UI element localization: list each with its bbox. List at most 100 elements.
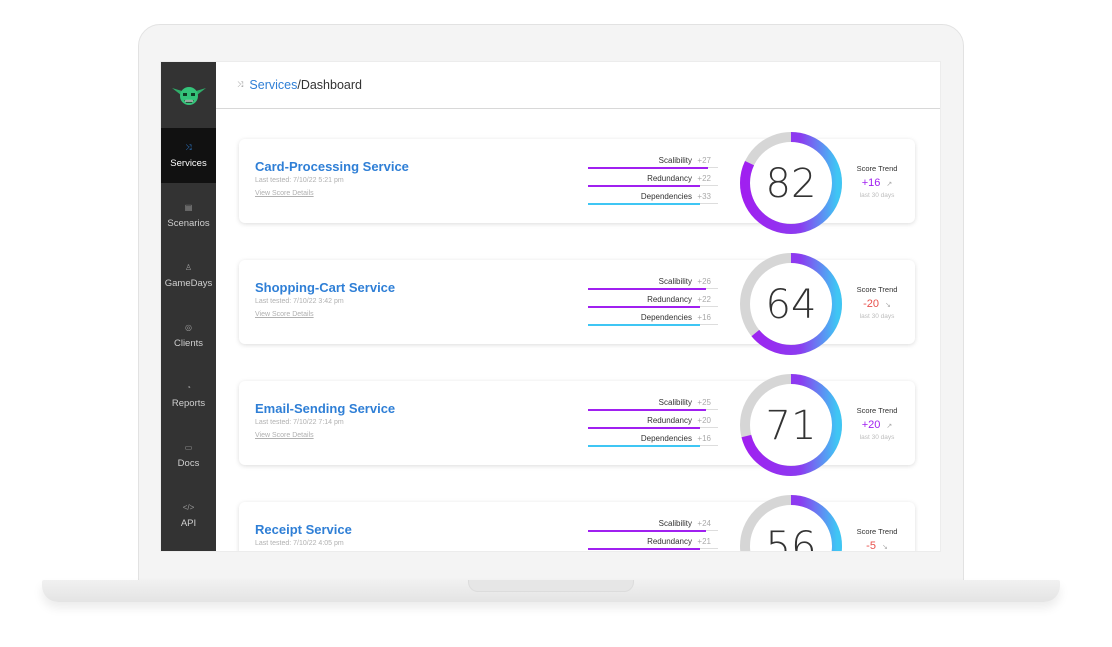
last-tested-text: Last tested: 7/10/22 3:42 pm [255, 298, 344, 305]
metric-row: Dependencies +16 [588, 313, 718, 329]
metric-delta: +24 [697, 519, 711, 528]
score-trend: Score Trend +16 ↗ last 30 days [839, 164, 915, 199]
score-trend-value: -5 [866, 540, 876, 551]
gauge-center [751, 264, 831, 344]
sidebar-item-docs[interactable]: ▭ Docs [161, 428, 216, 483]
metric-bar [588, 288, 706, 290]
last-tested-text: Last tested: 7/10/22 4:05 pm [255, 540, 344, 547]
score-trend-period: last 30 days [859, 434, 895, 441]
breadcrumb-services-link[interactable]: Services [249, 78, 298, 92]
sidebar-item-label: GameDays [164, 278, 213, 289]
score-gauge: 82 [737, 129, 845, 237]
metric-delta: +16 [697, 434, 711, 443]
sidebar-item-gamedays[interactable]: ♙ GameDays [161, 248, 216, 303]
service-name-link[interactable]: Card-Processing Service [255, 159, 409, 174]
score-gauge-ring: 64 [740, 253, 842, 355]
gauge-arc [740, 495, 842, 551]
service-card: Shopping-Cart Service Last tested: 7/10/2… [239, 253, 915, 355]
view-score-details-link[interactable]: View Score Details [255, 190, 314, 197]
gauge-arc [740, 374, 842, 476]
metric-bar [588, 427, 700, 429]
metric-bar [588, 203, 700, 205]
gauge-center [751, 143, 831, 223]
metric-label: Redundancy [647, 416, 692, 425]
sidebar-item-reports[interactable]: ◔ Reports [161, 368, 216, 423]
metric-row: Redundancy +21 [588, 537, 718, 551]
sidebar-item-services[interactable]: ⤨ Services [161, 128, 216, 183]
metric-bar [588, 185, 700, 187]
score-value: 82 [766, 161, 817, 207]
metric-row: Scalibility +26 [588, 277, 718, 293]
score-trend-title: Score Trend [856, 285, 898, 294]
sidebar-item-api[interactable]: </> API [161, 488, 216, 543]
metric-delta: +16 [697, 313, 711, 322]
metric-row: Redundancy +20 [588, 416, 718, 432]
trend-arrow-icon: ↘ [885, 302, 891, 309]
score-trend: Score Trend +20 ↗ last 30 days [839, 406, 915, 441]
metric-delta: +20 [697, 416, 711, 425]
app-screen: ⤨ Services ▤ Scenarios ♙ GameDays ◎ Clients ◔ Rep… [161, 62, 940, 551]
score-gauge-ring: 71 [740, 374, 842, 476]
metric-delta: +25 [697, 398, 711, 407]
last-tested-text: Last tested: 7/10/22 5:21 pm [255, 177, 344, 184]
trend-arrow-icon: ↗ [886, 423, 893, 430]
service-name-link[interactable]: Receipt Service [255, 522, 352, 537]
metric-label: Scalibility [658, 156, 692, 165]
service-name-link[interactable]: Email-Sending Service [255, 401, 396, 416]
services-icon: ⤨ [185, 143, 192, 152]
metric-delta: +26 [697, 277, 711, 286]
metric-bar [588, 324, 700, 326]
score-trend-title: Score Trend [856, 164, 898, 173]
score-trend-period: last 30 days [859, 313, 895, 320]
top-header: ⤨ Services / Dashboard [216, 62, 940, 109]
score-value: 56 [766, 524, 817, 551]
breadcrumb-separator: / [297, 78, 301, 92]
metric-row: Redundancy +22 [588, 295, 718, 311]
metric-label: Dependencies [640, 434, 692, 443]
metric-row: Dependencies +16 [588, 434, 718, 450]
score-trend-title: Score Trend [856, 406, 898, 415]
gauge-center [751, 506, 831, 551]
score-trend: Score Trend -20 ↘ last 30 days [839, 285, 915, 320]
metric-row: Scalibility +24 [588, 519, 718, 535]
docs-icon: ▭ [184, 443, 193, 452]
last-tested-text: Last tested: 7/10/22 7:14 pm [255, 419, 344, 426]
gamedays-icon: ♙ [184, 263, 193, 272]
metric-row: Dependencies +33 [588, 192, 718, 208]
trend-arrow-icon: ↘ [881, 544, 888, 551]
metric-row: Scalibility +25 [588, 398, 718, 414]
service-name-link[interactable]: Shopping-Cart Service [255, 280, 396, 295]
metric-row: Redundancy +22 [588, 174, 718, 190]
score-value: 71 [766, 403, 817, 449]
gauge-arc [740, 253, 842, 355]
gremlin-logo-icon [171, 87, 206, 105]
metric-label: Scalibility [658, 519, 692, 528]
metric-bar [588, 306, 700, 308]
metric-label: Redundancy [647, 295, 692, 304]
score-gauge: 71 [737, 371, 845, 479]
sidebar-item-label: Reports [171, 398, 206, 409]
metric-delta: +27 [697, 156, 711, 165]
score-trend-value: +20 [861, 419, 881, 431]
trend-arrow-icon: ↗ [886, 181, 893, 188]
metric-delta: +22 [697, 295, 711, 304]
scenarios-icon: ▤ [184, 203, 193, 212]
metric-bar [588, 530, 706, 532]
sidebar-item-scenarios[interactable]: ▤ Scenarios [161, 188, 216, 243]
service-card: Email-Sending Service Last tested: 7/10/2… [239, 374, 915, 476]
score-trend-period: last 30 days [859, 192, 895, 199]
sidebar-item-label: Services [170, 158, 207, 169]
view-score-details-link[interactable]: View Score Details [255, 432, 314, 439]
sidebar-item-label: API [180, 518, 197, 529]
score-value: 64 [766, 282, 817, 328]
sidebar-item-label: Clients [173, 338, 204, 349]
gauge-arc [740, 132, 842, 234]
logo[interactable] [161, 62, 216, 128]
gauge-center [751, 385, 831, 465]
metric-delta: +22 [697, 174, 711, 183]
sidebar: ⤨ Services ▤ Scenarios ♙ GameDays ◎ Clients ◔ Rep… [161, 62, 216, 551]
sidebar-item-clients[interactable]: ◎ Clients [161, 308, 216, 363]
api-icon: </> [182, 503, 195, 512]
metric-label: Dependencies [640, 313, 692, 322]
view-score-details-link[interactable]: View Score Details [255, 311, 314, 318]
